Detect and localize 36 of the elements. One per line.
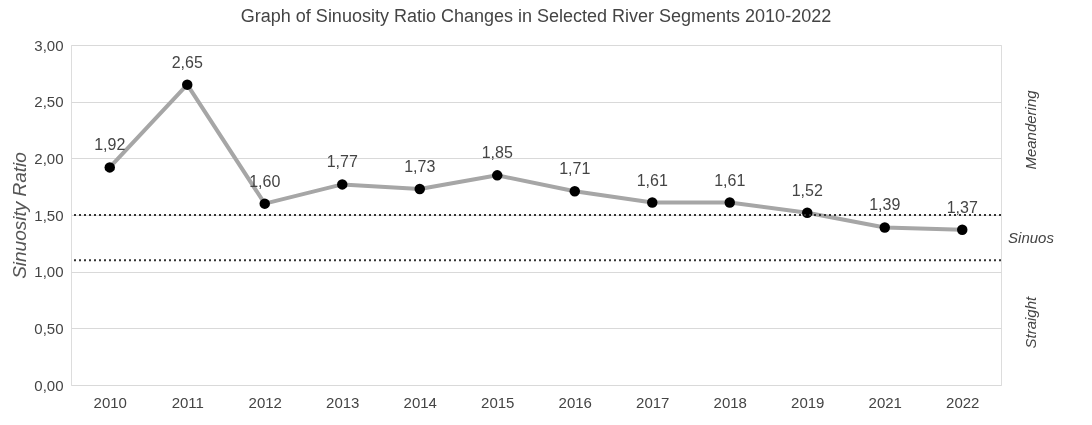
text: Sinuos: [1008, 228, 1055, 246]
text: Meandering: [1022, 89, 1039, 170]
text: Straight: [1022, 295, 1039, 349]
x-tick-label: 2022: [946, 393, 980, 411]
data-label: 2,65: [171, 53, 203, 71]
data-label: 1,37: [946, 198, 978, 216]
y-tick-label: 2,50: [34, 93, 64, 111]
data-label: 1,60: [249, 172, 281, 190]
data-label: 1,39: [869, 196, 901, 214]
data-label: 1,61: [636, 171, 668, 189]
data-label: 1,71: [559, 160, 591, 178]
data-label: 1,85: [481, 144, 513, 162]
data-label: 1,92: [94, 136, 126, 154]
y-tick-label: 0,00: [34, 376, 64, 394]
data-label: 1,61: [714, 171, 746, 189]
x-tick-label: 2016: [558, 393, 592, 411]
y-tick-label: 1,00: [34, 263, 64, 281]
y-tick-label: 2,00: [34, 149, 64, 167]
y-tick-label: 0,50: [34, 319, 64, 337]
y-tick-label: 1,50: [34, 206, 64, 224]
x-tick-label: 2010: [93, 393, 127, 411]
y-axis-title: Sinuosity Ratio: [9, 152, 31, 279]
x-tick-label: 2013: [326, 393, 360, 411]
x-tick-label: 2021: [868, 393, 902, 411]
y-tick-label: 3,00: [34, 36, 64, 54]
data-label: 1,52: [791, 181, 823, 199]
x-tick-label: 2017: [636, 393, 670, 411]
data-label: 1,77: [326, 153, 358, 171]
chart-title: Graph of Sinuosity Ratio Changes in Selected River Segments 2010-2022: [240, 6, 832, 26]
x-tick-label: 2014: [403, 393, 437, 411]
x-tick-label: 2011: [171, 393, 204, 411]
data-label: 1,73: [404, 157, 436, 175]
x-tick-label: 2019: [791, 393, 825, 411]
x-tick-label: 2012: [248, 393, 282, 411]
x-tick-label: 2018: [713, 393, 747, 411]
x-tick-label: 2015: [481, 393, 515, 411]
